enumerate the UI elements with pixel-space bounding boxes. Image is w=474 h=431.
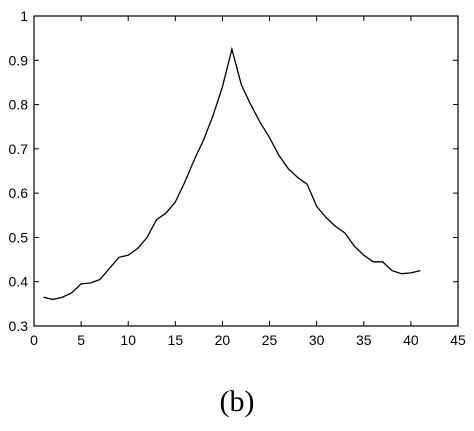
y-tick-label: 0.8	[9, 97, 29, 113]
x-tick-label: 0	[30, 332, 38, 348]
line-chart: 0 5 10 15 20 25 30 35 40 45 0.3 0.4 0.5 0.6 0.7 0.8 0.9…	[9, 8, 466, 348]
y-tick-label: 0.9	[9, 52, 29, 68]
y-tick-label: 0.4	[9, 274, 29, 290]
x-tick-label: 35	[356, 332, 372, 348]
x-axis: 0 5 10 15 20 25 30 35 40 45	[30, 16, 466, 348]
y-tick-label: 0.3	[9, 318, 29, 334]
y-tick-label: 1	[20, 8, 28, 24]
x-tick-label: 40	[403, 332, 419, 348]
series-line	[43, 46, 421, 301]
x-tick-label: 5	[77, 332, 85, 348]
y-tick-label: 0.7	[9, 141, 29, 157]
x-tick-label: 25	[262, 332, 278, 348]
y-tick-label: 0.6	[9, 185, 29, 201]
y-tick-label: 0.5	[9, 229, 29, 245]
x-tick-label: 10	[120, 332, 136, 348]
x-tick-label: 45	[450, 332, 466, 348]
figure-caption: (b)	[219, 385, 255, 418]
x-tick-label: 15	[168, 332, 184, 348]
x-tick-label: 30	[309, 332, 325, 348]
y-axis: 0.3 0.4 0.5 0.6 0.7 0.8 0.9 1	[9, 8, 458, 334]
x-tick-label: 20	[215, 332, 231, 348]
plot-frame	[33, 15, 459, 327]
